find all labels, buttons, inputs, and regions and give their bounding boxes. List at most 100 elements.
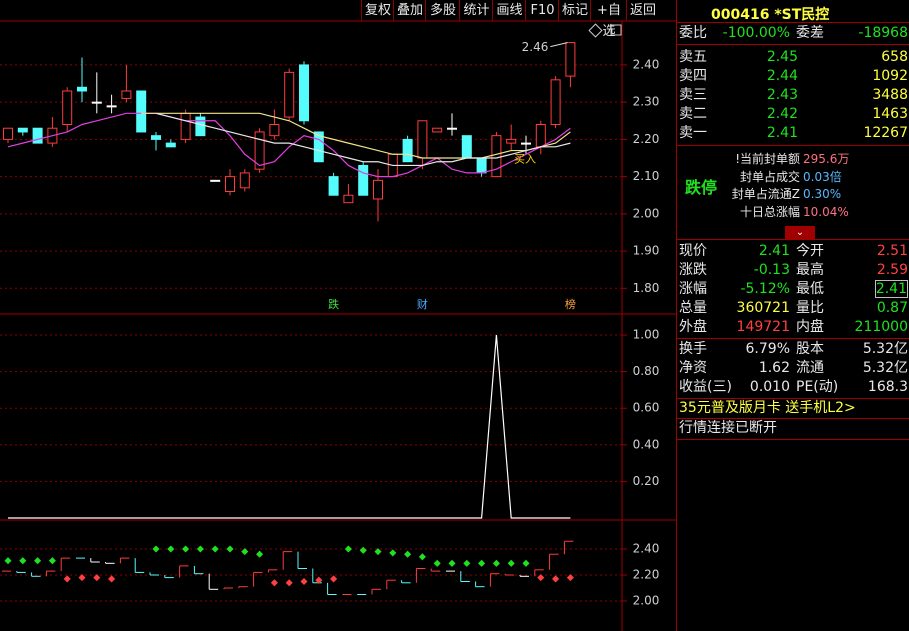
toolbar-button[interactable]: 画线 xyxy=(492,0,526,21)
candle-body xyxy=(269,123,280,137)
candle-body xyxy=(91,101,102,104)
candle-body xyxy=(373,179,383,200)
dot xyxy=(93,574,101,582)
dot xyxy=(270,579,278,587)
candle-body xyxy=(165,142,176,148)
value: 149721 xyxy=(736,319,790,335)
candle-body xyxy=(136,90,147,133)
price: 2.45 xyxy=(766,49,798,65)
toolbar-button[interactable]: 统计 xyxy=(459,0,493,21)
candle-body xyxy=(106,105,117,108)
candle-body xyxy=(121,90,132,99)
dot xyxy=(404,550,412,558)
row: 外盘 149721 内盘 211000 xyxy=(679,318,908,337)
collapse-tab[interactable]: ⌄ xyxy=(785,226,815,239)
dot xyxy=(537,574,545,582)
volume: 1092 xyxy=(872,68,908,84)
price: 2.42 xyxy=(766,106,798,122)
candle-body xyxy=(402,138,413,163)
limit-row: !当前封单额 295.6万 xyxy=(679,151,908,168)
value: 2.51 xyxy=(876,243,908,259)
y-tick-label: 2.30 xyxy=(633,95,660,109)
label: 内盘 xyxy=(796,319,824,335)
icon[interactable] xyxy=(588,23,603,38)
row: 现价 2.41 今开 2.51 xyxy=(679,242,908,261)
dot xyxy=(108,575,116,583)
label: 净资 xyxy=(679,360,707,376)
dot xyxy=(167,545,175,553)
candle-body xyxy=(491,135,502,178)
value: 2.41 xyxy=(758,243,790,259)
value: 1.62 xyxy=(758,360,790,376)
chart: 2.40 2.30 2.20 2.10 2.00 1.90 1.80 2.46 买入跌 财 榜 1.0… xyxy=(0,20,676,631)
label: 卖四 xyxy=(679,68,707,84)
dot xyxy=(315,576,323,584)
y-tick-label: 1.80 xyxy=(633,281,660,295)
y-tick-label: 2.20 xyxy=(633,568,660,582)
toolbar-button[interactable]: 返回 xyxy=(626,0,659,21)
toolbar-button[interactable]: 叠加 xyxy=(393,0,426,21)
label: PE(动) xyxy=(796,379,839,395)
value: 0.30% xyxy=(803,187,842,201)
label: 最高 xyxy=(796,262,824,278)
event-label: 跌 xyxy=(328,297,339,311)
y-tick-label: 2.40 xyxy=(633,542,660,556)
label: !当前封单额 xyxy=(735,152,800,166)
dot xyxy=(211,545,219,553)
dot xyxy=(418,553,426,561)
value: 6.79% xyxy=(745,341,790,357)
toolbar-button[interactable]: 标记 xyxy=(558,0,591,21)
line xyxy=(155,112,571,167)
dot xyxy=(182,545,190,553)
label: 换手 xyxy=(679,341,707,357)
connection-status: 行情连接已断开 xyxy=(679,420,777,436)
y-tick-label: 2.10 xyxy=(633,169,660,183)
label: 流通 xyxy=(796,360,824,376)
candle-body xyxy=(506,138,517,144)
separator xyxy=(677,338,909,339)
value: 5.32亿 xyxy=(862,341,908,357)
candle-body xyxy=(254,131,265,170)
line xyxy=(141,112,571,159)
candle-body xyxy=(328,176,339,196)
label: 卖三 xyxy=(679,87,707,103)
promo-link[interactable]: 35元普及版月卡 送手机L2> xyxy=(679,400,856,416)
label: 卖二 xyxy=(679,106,707,122)
candle-body xyxy=(151,135,161,140)
value: -18968 xyxy=(858,25,908,41)
value: 10.04% xyxy=(803,204,849,219)
ask-row: 卖三 2.43 3488 xyxy=(679,86,908,105)
toolbar-button[interactable]: +自选 xyxy=(590,0,627,39)
dot xyxy=(359,546,367,554)
label: 卖五 xyxy=(679,49,707,65)
row: 收益(三) 0.010 PE(动) 168.3 xyxy=(679,378,908,397)
toolbar-button[interactable]: 多股 xyxy=(425,0,460,21)
dot xyxy=(344,545,352,553)
limit-row: 封单占流通Z 0.30% xyxy=(679,186,908,203)
label: 股本 xyxy=(796,341,824,357)
candle-body xyxy=(447,127,457,130)
value: 2.41 xyxy=(874,280,908,298)
dot xyxy=(300,577,308,586)
candle-body xyxy=(432,127,443,133)
dot xyxy=(566,574,574,582)
separator xyxy=(677,398,909,399)
row: 净资 1.62 流通 5.32亿 xyxy=(679,359,908,378)
dot xyxy=(285,579,293,587)
stock-code: 000416 xyxy=(711,7,770,23)
volume: 658 xyxy=(881,49,908,65)
y-tick-label: 1.00 xyxy=(633,328,660,342)
dot xyxy=(19,557,27,565)
label: 现价 xyxy=(679,243,707,259)
candle-body xyxy=(535,123,546,148)
toolbar-button[interactable]: 复权 xyxy=(361,0,394,21)
candle-body xyxy=(32,127,43,144)
toolbar-button[interactable]: F10 xyxy=(525,0,559,21)
candle-body xyxy=(77,86,87,92)
candle-body xyxy=(62,90,73,125)
icon[interactable] xyxy=(610,24,622,36)
dot xyxy=(196,545,204,553)
candle-body xyxy=(225,176,235,193)
label: 涨幅 xyxy=(679,281,707,297)
value: 0.87 xyxy=(876,300,908,316)
